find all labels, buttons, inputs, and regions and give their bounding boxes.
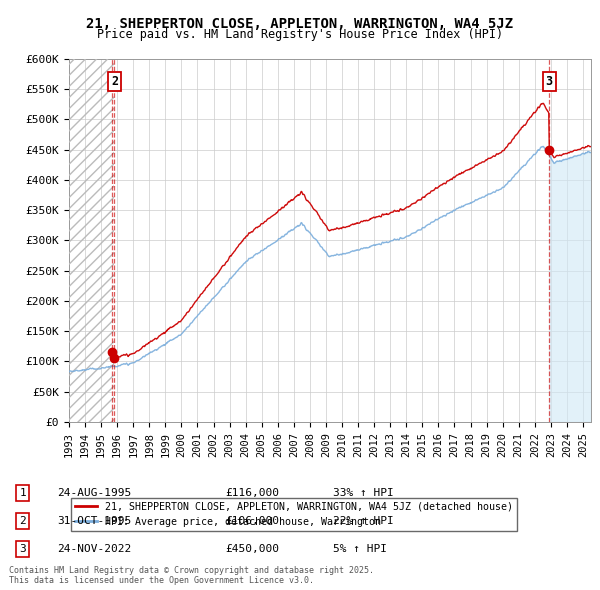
Text: 22% ↑ HPI: 22% ↑ HPI (333, 516, 394, 526)
Text: 24-AUG-1995: 24-AUG-1995 (57, 488, 131, 497)
Text: Contains HM Land Registry data © Crown copyright and database right 2025.
This d: Contains HM Land Registry data © Crown c… (9, 566, 374, 585)
Text: 2: 2 (111, 76, 118, 88)
Text: 1: 1 (19, 488, 26, 497)
Text: 24-NOV-2022: 24-NOV-2022 (57, 545, 131, 554)
Text: Price paid vs. HM Land Registry's House Price Index (HPI): Price paid vs. HM Land Registry's House … (97, 28, 503, 41)
Text: 33% ↑ HPI: 33% ↑ HPI (333, 488, 394, 497)
Text: 2: 2 (19, 516, 26, 526)
Text: £106,000: £106,000 (225, 516, 279, 526)
Text: 31-OCT-1995: 31-OCT-1995 (57, 516, 131, 526)
Legend: 21, SHEPPERTON CLOSE, APPLETON, WARRINGTON, WA4 5JZ (detached house), HPI: Avera: 21, SHEPPERTON CLOSE, APPLETON, WARRINGT… (71, 497, 517, 530)
Text: 3: 3 (545, 76, 553, 88)
Text: £450,000: £450,000 (225, 545, 279, 554)
Text: 3: 3 (19, 545, 26, 554)
Text: 5% ↑ HPI: 5% ↑ HPI (333, 545, 387, 554)
Text: £116,000: £116,000 (225, 488, 279, 497)
Text: 21, SHEPPERTON CLOSE, APPLETON, WARRINGTON, WA4 5JZ: 21, SHEPPERTON CLOSE, APPLETON, WARRINGT… (86, 17, 514, 31)
